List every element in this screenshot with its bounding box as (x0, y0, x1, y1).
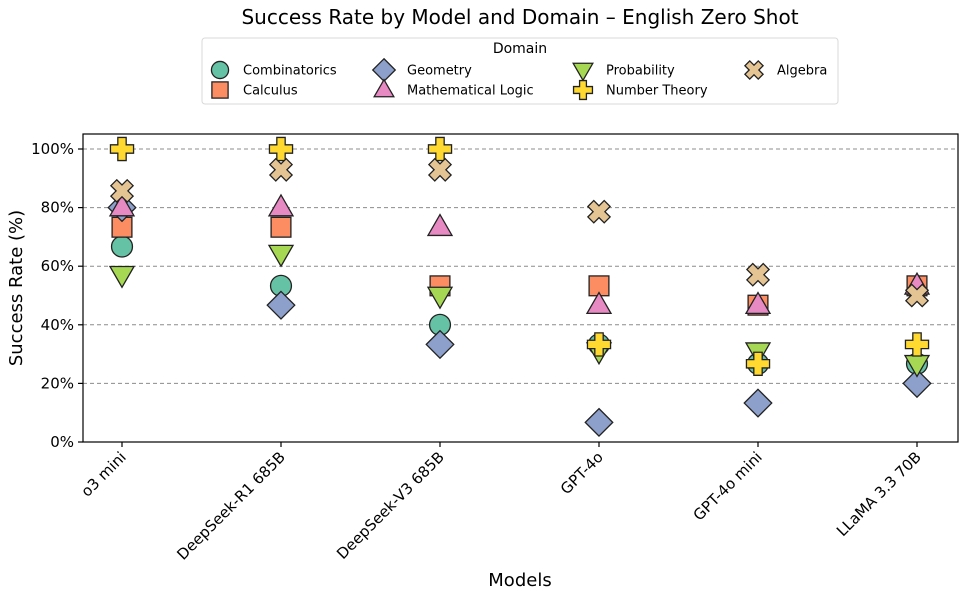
y-tick-label: 20% (41, 374, 74, 392)
legend-marker-calculus (211, 81, 229, 99)
x-axis-label: Models (488, 570, 551, 591)
legend-label-mathematical-logic: Mathematical Logic (407, 84, 534, 99)
point-mathematical-logic (744, 291, 772, 315)
point-algebra (109, 178, 135, 203)
y-tick-label: 0% (50, 433, 74, 451)
point-mathematical-logic (267, 193, 295, 217)
point-number-theory (109, 136, 135, 162)
legend-label-algebra: Algebra (777, 64, 827, 79)
y-axis: 0% 20% 40% 60% 80% 100% (31, 140, 83, 451)
x-tick-label: GPT-4o mini (690, 448, 766, 524)
legend-marker-number-theory (572, 79, 594, 101)
point-number-theory (586, 332, 612, 357)
y-tick-label: 80% (41, 199, 74, 217)
y-axis-label: Success Rate (%) (6, 210, 27, 366)
y-tick-label: 100% (31, 140, 74, 158)
point-algebra (586, 199, 612, 224)
point-geometry (743, 388, 773, 418)
point-mathematical-logic (426, 213, 454, 237)
point-geometry (425, 329, 455, 360)
y-tick-label: 40% (41, 316, 74, 334)
x-axis: o3 mini DeepSeek-R1 685B DeepSeek-V3 685B G… (78, 442, 925, 564)
legend-label-number-theory: Number Theory (606, 84, 708, 99)
x-tick-label: DeepSeek-V3 685B (333, 448, 448, 563)
point-algebra (268, 157, 294, 182)
point-probability (108, 265, 136, 289)
chart-title: Success Rate by Model and Domain – Engli… (241, 5, 798, 29)
legend-box (201, 37, 839, 105)
point-probability (267, 244, 295, 268)
point-number-theory (904, 332, 930, 357)
point-number-theory (745, 351, 771, 376)
x-tick-label: GPT-4o (557, 448, 607, 498)
point-number-theory (427, 136, 453, 162)
point-number-theory (268, 136, 294, 162)
point-combinatorics (110, 235, 134, 258)
legend: Domain Combinatorics Calculus Geometry Math… (201, 37, 839, 105)
point-mathematical-logic (585, 291, 613, 315)
point-algebra (904, 283, 930, 308)
plot-frame (82, 133, 959, 443)
legend-label-probability: Probability (606, 64, 675, 79)
x-tick-label: DeepSeek-R1 685B (173, 448, 288, 563)
legend-label-geometry: Geometry (407, 64, 472, 79)
point-mathematical-logic (108, 193, 136, 217)
y-gridlines (83, 148, 958, 384)
data-points (107, 136, 932, 438)
y-tick-label: 60% (41, 257, 74, 275)
point-algebra (427, 157, 453, 182)
legend-label-combinatorics: Combinatorics (243, 64, 337, 79)
point-geometry (266, 290, 296, 320)
legend-marker-probability (572, 62, 594, 82)
point-geometry (902, 368, 932, 399)
point-probability (426, 286, 454, 310)
legend-label-calculus: Calculus (243, 84, 298, 99)
legend-marker-mathematical-logic (373, 78, 395, 98)
x-tick-label: o3 mini (78, 448, 130, 500)
legend-title: Domain (493, 41, 547, 57)
point-algebra (745, 262, 771, 287)
point-geometry (584, 407, 614, 438)
legend-marker-combinatorics (210, 60, 230, 80)
legend-marker-algebra (743, 59, 765, 81)
x-tick-label: LLaMA 3.3 70B (833, 448, 925, 540)
point-calculus (270, 216, 292, 238)
